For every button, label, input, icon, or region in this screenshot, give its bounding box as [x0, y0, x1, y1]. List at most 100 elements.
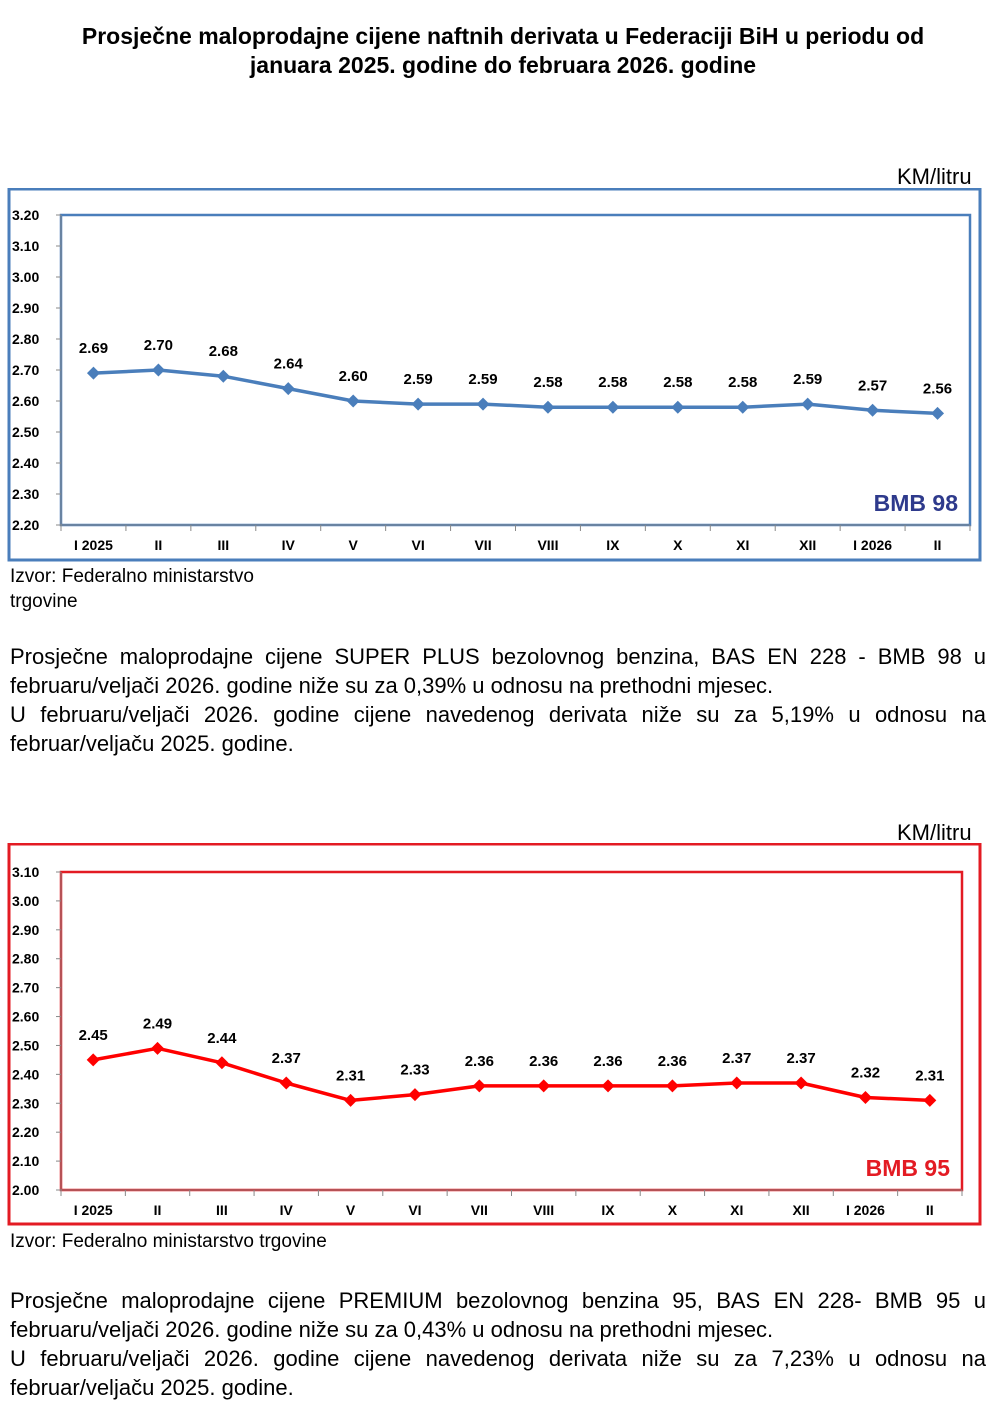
- bmb95-data-label: 2.33: [400, 1062, 429, 1079]
- bmb95-data-label: 2.44: [207, 1030, 237, 1047]
- bmb95-y-tick-label: 2.00: [12, 1182, 39, 1198]
- bmb98-data-label: 2.68: [209, 343, 238, 360]
- bmb95-x-tick-label: VIII: [533, 1202, 554, 1218]
- bmb95-plot-area: [59, 870, 964, 1192]
- bmb95-x-tick-label: I 2026: [846, 1202, 885, 1218]
- bmb98-x-tick-label: II: [934, 537, 942, 553]
- bmb98-y-tick-label: 2.80: [12, 331, 39, 347]
- bmb98-x-tick-label: X: [673, 537, 683, 553]
- bmb98-series-name: BMB 98: [874, 490, 959, 516]
- bmb98-x-tick-label: I 2025: [74, 537, 113, 553]
- chart-bmb98: 2.20 2.30 2.40 2.50 2.60 2.70 2.80 2.90 3.00 3.10…: [0, 188, 1006, 562]
- bmb98-data-label: 2.59: [793, 371, 822, 388]
- bmb98-series-line: [93, 368, 938, 416]
- bmb95-y-tick-label: 2.40: [12, 1066, 39, 1082]
- bmb98-x-tick-label: IX: [606, 537, 620, 553]
- bmb98-data-point: [801, 397, 815, 411]
- bmb98-x-tick-label: VI: [411, 537, 424, 553]
- bmb95-data-point: [537, 1079, 551, 1093]
- chart-bmb95: 2.00 2.10 2.20 2.30 2.40 2.50 2.60 2.70 2.80 2.90…: [0, 843, 1006, 1227]
- bmb95-y-tick-label: 2.70: [12, 980, 39, 996]
- bmb98-y-tick-label: 2.90: [12, 300, 39, 316]
- bmb98-x-tick-label: VII: [474, 537, 491, 553]
- bmb98-data-point: [411, 397, 425, 411]
- bmb95-y-tick-label: 2.80: [12, 951, 39, 967]
- bmb95-x-tick-label: II: [154, 1202, 162, 1218]
- bmb95-data-label: 2.31: [915, 1067, 944, 1084]
- bmb98-data-label: 2.58: [663, 374, 692, 391]
- bmb95-data-point: [408, 1088, 422, 1102]
- bmb95-data-point: [86, 1053, 100, 1067]
- bmb98-data-label: 2.59: [468, 371, 497, 388]
- bmb98-x-tick-label: VIII: [537, 537, 558, 553]
- bmb98-data-point: [866, 403, 880, 417]
- bmb95-data-point: [794, 1076, 808, 1090]
- bmb98-data-point: [671, 400, 685, 414]
- bmb95-data-label: 2.36: [593, 1053, 622, 1070]
- chart-bmb95-svg: 2.00 2.10 2.20 2.30 2.40 2.50 2.60 2.70 2.80 2.90…: [7, 843, 982, 1226]
- bmb95-data-point: [472, 1079, 486, 1093]
- bmb98-x-tick-label: XI: [736, 537, 749, 553]
- chart-1-unit-label: KM/litru: [897, 164, 972, 189]
- bmb98-y-tick-label: 2.40: [12, 455, 39, 471]
- bmb98-data-label: 2.58: [598, 374, 627, 391]
- source-note-2: Izvor: Federalno ministarstvo trgovine: [10, 1231, 327, 1252]
- bmb98-x-tick-label: III: [217, 537, 229, 553]
- bmb95-data-label: 2.36: [658, 1053, 687, 1070]
- bmb98-y-tick-label: 3.10: [12, 238, 39, 254]
- bmb95-data-label: 2.31: [336, 1067, 365, 1084]
- bmb98-y-tick-label: 3.00: [12, 269, 39, 285]
- bmb95-data-point: [665, 1079, 679, 1093]
- bmb95-data-point: [151, 1041, 165, 1055]
- bmb98-data-point: [606, 400, 620, 414]
- bmb98-data-label: 2.70: [144, 337, 173, 354]
- bmb95-data-point: [601, 1079, 615, 1093]
- bmb98-data-label: 2.57: [858, 377, 887, 394]
- bmb98-y-tick-label: 2.30: [12, 486, 39, 502]
- bmb98-data-point: [281, 382, 295, 396]
- bmb98-plot-area: [59, 213, 972, 527]
- bmb98-data-label: 2.58: [533, 374, 562, 391]
- bmb98-data-label: 2.58: [728, 374, 757, 391]
- title-line-1: Prosječne maloprodajne cijene naftnih de…: [81, 23, 925, 49]
- bmb95-data-label: 2.37: [787, 1050, 816, 1067]
- bmb95-x-tick-label: XII: [793, 1202, 810, 1218]
- bmb95-data-label: 2.36: [529, 1053, 558, 1070]
- bmb98-outer-frame: [7, 188, 982, 562]
- bmb95-y-tick-label: 2.50: [12, 1037, 39, 1053]
- bmb95-x-tick-label: II: [926, 1202, 934, 1218]
- bmb95-data-label: 2.37: [722, 1050, 751, 1067]
- title-line-2: januara 2025. godine do februara 2026. g…: [249, 52, 757, 78]
- bmb95-y-tick-label: 3.10: [12, 864, 39, 880]
- bmb95-data-point: [215, 1056, 229, 1070]
- bmb98-data-label: 2.56: [923, 380, 952, 397]
- bmb98-data-point: [541, 400, 555, 414]
- bmb95-data-point: [344, 1093, 358, 1107]
- bmb95-y-tick-label: 2.60: [12, 1009, 39, 1025]
- bmb98-data-label: 2.60: [339, 368, 368, 385]
- paragraph-bmb95-yearly: U februaru/veljači 2026. godine cijene n…: [10, 1346, 986, 1400]
- bmb95-x-tick-label: IX: [601, 1202, 615, 1218]
- bmb98-data-point: [86, 366, 100, 380]
- bmb95-data-point: [730, 1076, 744, 1090]
- bmb95-data-label: 2.32: [851, 1064, 880, 1081]
- bmb95-x-tick-label: X: [668, 1202, 678, 1218]
- bmb98-data-label: 2.64: [274, 356, 304, 373]
- bmb95-x-tick-label: VI: [408, 1202, 421, 1218]
- bmb95-data-label: 2.49: [143, 1015, 172, 1032]
- chart-bmb98-svg: 2.20 2.30 2.40 2.50 2.60 2.70 2.80 2.90 3.00 3.10…: [7, 188, 982, 562]
- bmb98-data-label: 2.59: [404, 371, 433, 388]
- paragraph-bmb98: Prosječne maloprodajne cijene SUPER PLUS…: [10, 642, 986, 758]
- bmb95-x-tick-label: VII: [471, 1202, 488, 1218]
- source-note-1-line-2: trgovine: [10, 591, 78, 612]
- bmb98-data-point: [151, 363, 165, 377]
- bmb98-data-point: [736, 400, 750, 414]
- bmb98-y-tick-label: 2.60: [12, 393, 39, 409]
- bmb98-data-label: 2.69: [79, 340, 108, 357]
- paragraph-bmb95: Prosječne maloprodajne cijene PREMIUM be…: [10, 1286, 986, 1402]
- bmb95-data-point: [858, 1090, 872, 1104]
- paragraph-bmb98-monthly: Prosječne maloprodajne cijene SUPER PLUS…: [10, 644, 986, 698]
- bmb98-x-tick-label: IV: [282, 537, 296, 553]
- bmb95-y-tick-label: 2.20: [12, 1124, 39, 1140]
- bmb98-x-tick-label: V: [349, 537, 359, 553]
